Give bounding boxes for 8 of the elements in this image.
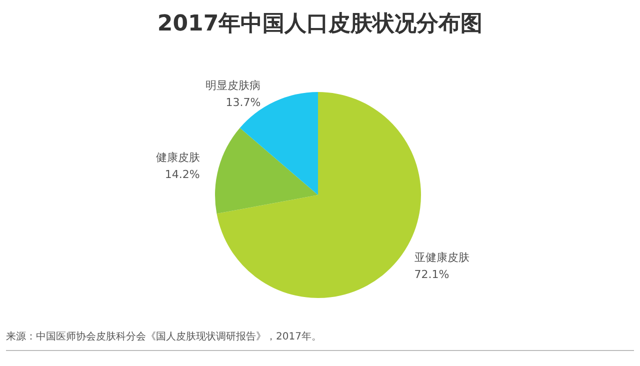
source-note: 来源：中国医师协会皮肤科分会《国人皮肤现状调研报告》，2017年。 <box>6 330 322 342</box>
data-label: 14.2% <box>164 168 200 182</box>
slice-label: 健康皮肤 <box>156 151 200 164</box>
slice-label: 亚健康皮肤 <box>414 251 470 264</box>
chart-title: 2017年中国人口皮肤状况分布图 <box>157 12 483 36</box>
slice-label: 明显皮肤病 <box>206 79 261 92</box>
data-label: 13.7% <box>226 96 261 110</box>
data-label: 72.1% <box>414 268 450 282</box>
